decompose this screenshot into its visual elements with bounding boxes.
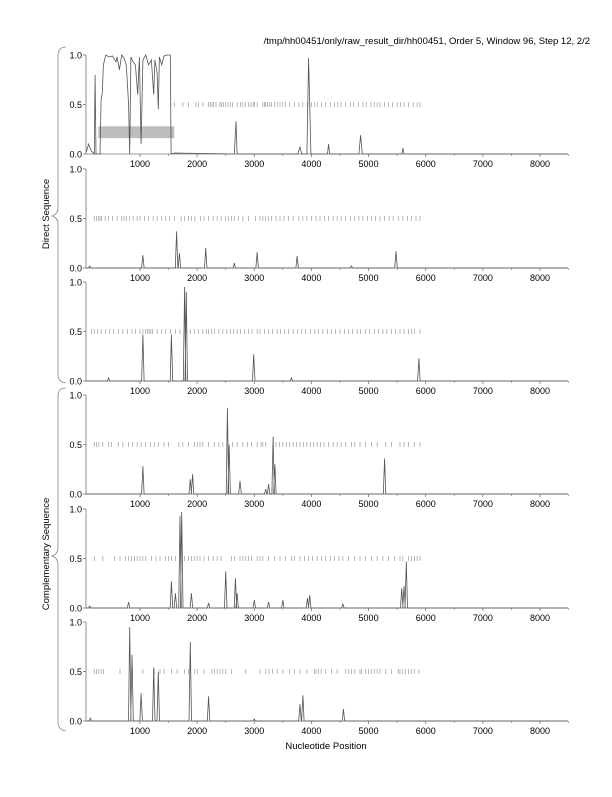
- y-tick-label: 0.0: [69, 377, 82, 387]
- panel-direct-frame-1: 0.0 0.5 1.0 1000 2000 3000 4000 5000 6000 7000 800…: [69, 51, 568, 170]
- x-tick-label: 3000: [244, 386, 264, 396]
- x-tick-label: 7000: [473, 386, 493, 396]
- group-label-direct: Direct Sequence: [41, 179, 52, 249]
- x-axis-label: Nucleotide Position: [285, 741, 366, 752]
- x-tick-label: 6000: [416, 726, 436, 736]
- highlight-region: [98, 126, 174, 138]
- coding-potential-line: [86, 231, 568, 268]
- y-tick-label: 0.5: [69, 440, 82, 450]
- x-tick-label: 3000: [244, 613, 264, 623]
- x-tick-label: 8000: [530, 386, 550, 396]
- x-tick-label: 8000: [530, 613, 550, 623]
- panel-complementary-frame-3: 0.0 0.5 1.0 1000 2000 3000 4000 5000 6000 7000 800…: [69, 618, 568, 737]
- y-tick-label: 0.0: [69, 490, 82, 500]
- y-tick-label: 0.0: [69, 150, 82, 160]
- y-tick-label: 1.0: [69, 618, 82, 628]
- x-tick-label: 5000: [359, 613, 379, 623]
- x-tick-label: 8000: [530, 499, 550, 509]
- y-tick-label: 1.0: [69, 505, 82, 515]
- y-tick-label: 0.0: [69, 264, 82, 274]
- x-tick-label: 2000: [187, 386, 207, 396]
- y-tick-label: 0.5: [69, 554, 82, 564]
- x-tick-label: 7000: [473, 499, 493, 509]
- x-tick-label: 4000: [301, 726, 321, 736]
- panel-complementary-frame-2: 0.0 0.5 1.0 1000 2000 3000 4000 5000 6000 7000 800…: [69, 505, 568, 624]
- y-tick-label: 0.5: [69, 667, 82, 677]
- x-tick-label: 1000: [130, 726, 150, 736]
- x-tick-label: 2000: [187, 273, 207, 283]
- x-tick-label: 5000: [359, 273, 379, 283]
- coding-potential-line: [86, 512, 568, 608]
- y-tick-label: 0.0: [69, 717, 82, 727]
- panel-direct-frame-2: 0.0 0.5 1.0 1000 2000 3000 4000 5000 6000 7000 800…: [69, 165, 568, 284]
- coding-potential-line: [86, 287, 568, 381]
- x-tick-label: 5000: [359, 726, 379, 736]
- x-tick-label: 7000: [473, 726, 493, 736]
- x-tick-label: 2000: [187, 159, 207, 169]
- x-tick-label: 1000: [130, 499, 150, 509]
- x-tick-label: 7000: [473, 613, 493, 623]
- group-label-complementary: Complementary Sequence: [41, 498, 52, 610]
- x-tick-label: 6000: [416, 613, 436, 623]
- x-tick-label: 4000: [301, 499, 321, 509]
- chart-title: /tmp/hh00451/only/raw_result_dir/hh00451…: [264, 36, 590, 47]
- coding-potential-line: [86, 627, 568, 721]
- x-tick-label: 1000: [130, 159, 150, 169]
- x-tick-label: 2000: [187, 613, 207, 623]
- x-tick-label: 4000: [301, 273, 321, 283]
- bracket-direct: [52, 47, 66, 383]
- x-tick-label: 4000: [301, 613, 321, 623]
- x-tick-label: 8000: [530, 273, 550, 283]
- coding-potential-line: [86, 408, 568, 494]
- coding-potential-line: [86, 55, 568, 154]
- x-tick-label: 3000: [244, 726, 264, 736]
- x-tick-label: 2000: [187, 499, 207, 509]
- x-tick-label: 7000: [473, 159, 493, 169]
- x-tick-label: 6000: [416, 159, 436, 169]
- x-tick-label: 8000: [530, 726, 550, 736]
- bracket-complementary: [52, 388, 66, 731]
- y-tick-label: 1.0: [69, 391, 82, 401]
- x-tick-label: 4000: [301, 159, 321, 169]
- y-tick-label: 1.0: [69, 278, 82, 288]
- panel-complementary-frame-1: 0.0 0.5 1.0 1000 2000 3000 4000 5000 6000 7000 800…: [69, 391, 568, 510]
- x-tick-label: 6000: [416, 499, 436, 509]
- x-tick-label: 6000: [416, 273, 436, 283]
- x-tick-label: 4000: [301, 386, 321, 396]
- x-tick-label: 7000: [473, 273, 493, 283]
- x-tick-label: 1000: [130, 613, 150, 623]
- y-tick-label: 0.0: [69, 604, 82, 614]
- x-tick-label: 3000: [244, 159, 264, 169]
- x-tick-label: 1000: [130, 386, 150, 396]
- x-tick-label: 5000: [359, 499, 379, 509]
- x-tick-label: 6000: [416, 386, 436, 396]
- panel-direct-frame-3: 0.0 0.5 1.0 1000 2000 3000 4000 5000 6000 7000 800…: [69, 278, 568, 397]
- x-tick-label: 2000: [187, 726, 207, 736]
- x-tick-label: 1000: [130, 273, 150, 283]
- x-tick-label: 5000: [359, 386, 379, 396]
- y-tick-label: 0.5: [69, 100, 82, 110]
- x-tick-label: 5000: [359, 159, 379, 169]
- y-tick-label: 1.0: [69, 51, 82, 61]
- x-tick-label: 3000: [244, 499, 264, 509]
- y-tick-label: 0.5: [69, 327, 82, 337]
- y-tick-label: 1.0: [69, 165, 82, 175]
- x-tick-label: 3000: [244, 273, 264, 283]
- y-tick-label: 0.5: [69, 214, 82, 224]
- x-tick-label: 8000: [530, 159, 550, 169]
